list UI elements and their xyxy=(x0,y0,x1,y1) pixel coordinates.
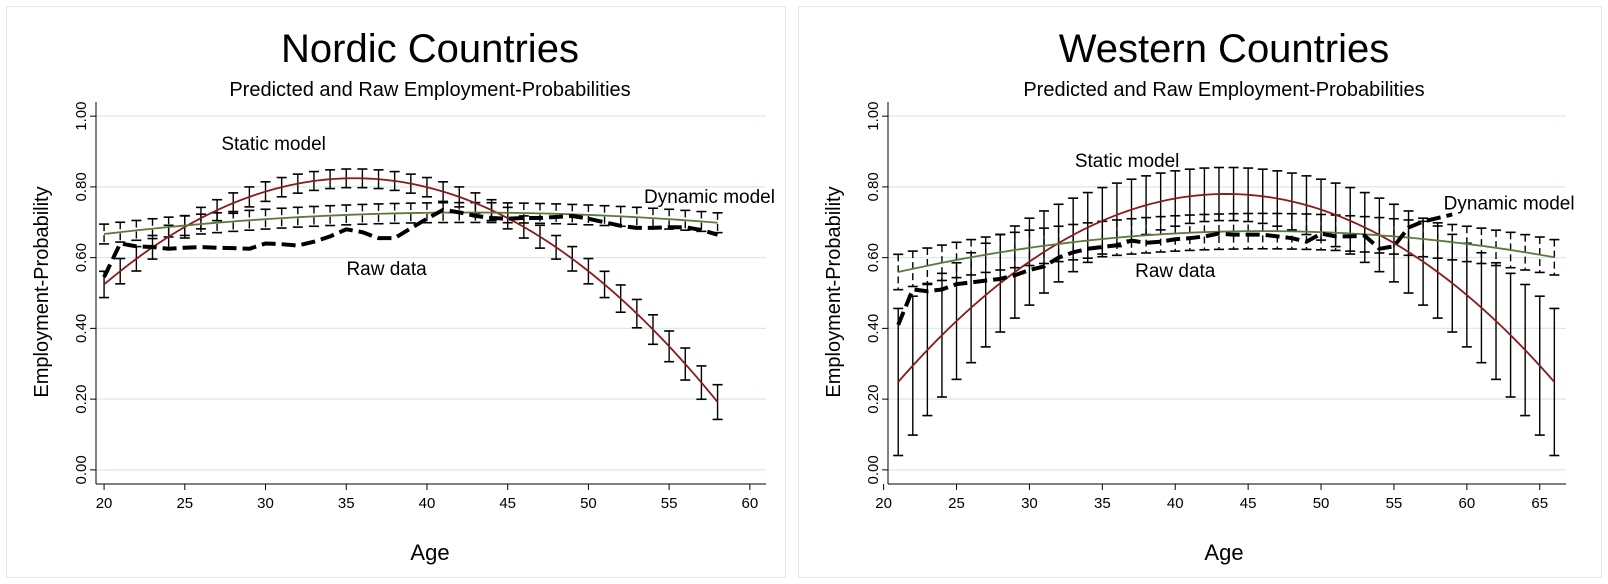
x-tick-label: 35 xyxy=(1094,495,1111,512)
series xyxy=(893,166,1560,457)
raw-data-line xyxy=(896,212,1453,326)
x-tick-label: 35 xyxy=(338,495,355,512)
x-tick-label: 40 xyxy=(419,495,436,512)
x-axis-title: Age xyxy=(1204,540,1243,565)
chart-title: Western Countries xyxy=(1059,27,1390,71)
series xyxy=(99,168,723,421)
y-tick-label: 0.00 xyxy=(73,455,90,484)
gridlines xyxy=(96,115,766,471)
dynamic-model-line xyxy=(103,211,718,235)
series-annotation: Raw data xyxy=(346,259,427,280)
y-tick-label: 0.60 xyxy=(73,243,90,272)
annotations: Static model Dynamic model Raw data xyxy=(221,134,775,280)
western-chart: Western Countries Predicted and Raw Empl… xyxy=(823,27,1575,565)
axes: 0.00 0.20 0.40 0.60 0.80 1.00 20 25 30 35 40 45 50 55… xyxy=(865,102,1566,512)
x-tick-label: 30 xyxy=(1021,495,1038,512)
x-tick-label: 25 xyxy=(176,495,193,512)
y-tick-label: 0.80 xyxy=(865,172,882,201)
series-annotation: Dynamic model xyxy=(1444,194,1575,215)
y-tick-label: 0.00 xyxy=(865,455,882,484)
y-tick-label: 1.00 xyxy=(865,102,882,131)
chart-subtitle: Predicted and Raw Employment-Probabiliti… xyxy=(229,79,630,101)
x-tick-label: 60 xyxy=(1459,495,1476,512)
x-axis-title: Age xyxy=(410,540,449,565)
x-tick-label: 40 xyxy=(1167,495,1184,512)
y-tick-label: 0.80 xyxy=(73,172,90,201)
dynamic-model-line xyxy=(898,230,1555,273)
series-annotation: Dynamic model xyxy=(644,187,775,208)
y-axis-title: Employment-Probability xyxy=(823,186,845,397)
x-tick-label: 65 xyxy=(1531,495,1548,512)
chart-title: Nordic Countries xyxy=(281,27,579,71)
x-tick-label: 25 xyxy=(948,495,965,512)
series-annotation: Static model xyxy=(221,134,326,155)
y-tick-label: 0.40 xyxy=(865,314,882,343)
y-tick-label: 0.20 xyxy=(73,385,90,414)
chart-panel-frame-left xyxy=(6,6,786,578)
x-tick-label: 55 xyxy=(1386,495,1403,512)
y-axis-title: Employment-Probability xyxy=(31,186,53,397)
y-tick-label: 0.40 xyxy=(73,314,90,343)
static-model-line xyxy=(103,177,719,403)
y-tick-label: 1.00 xyxy=(73,102,90,131)
nordic-chart: Nordic Countries Predicted and Raw Emplo… xyxy=(31,27,775,565)
gridlines xyxy=(888,115,1566,471)
x-tick-label: 60 xyxy=(742,495,759,512)
chart-subtitle: Predicted and Raw Employment-Probabiliti… xyxy=(1023,79,1424,101)
series-annotation: Raw data xyxy=(1135,261,1216,282)
chart-panel-frame-right xyxy=(798,6,1602,578)
x-tick-label: 55 xyxy=(661,495,678,512)
x-tick-label: 20 xyxy=(875,495,892,512)
raw-data-line xyxy=(102,207,719,278)
x-tick-label: 30 xyxy=(257,495,274,512)
axes: 0.00 0.20 0.40 0.60 0.80 1.00 20 25 30 35 40 45 50 55… xyxy=(73,102,766,512)
series-annotation: Static model xyxy=(1075,151,1180,172)
static-model-line xyxy=(897,193,1556,383)
annotations: Static model Dynamic model Raw data xyxy=(1075,151,1575,282)
x-tick-label: 20 xyxy=(96,495,113,512)
y-tick-label: 0.20 xyxy=(865,385,882,414)
x-tick-label: 45 xyxy=(1240,495,1257,512)
x-tick-label: 50 xyxy=(580,495,597,512)
y-tick-label: 0.60 xyxy=(865,243,882,272)
x-tick-label: 45 xyxy=(499,495,516,512)
x-tick-label: 50 xyxy=(1313,495,1330,512)
